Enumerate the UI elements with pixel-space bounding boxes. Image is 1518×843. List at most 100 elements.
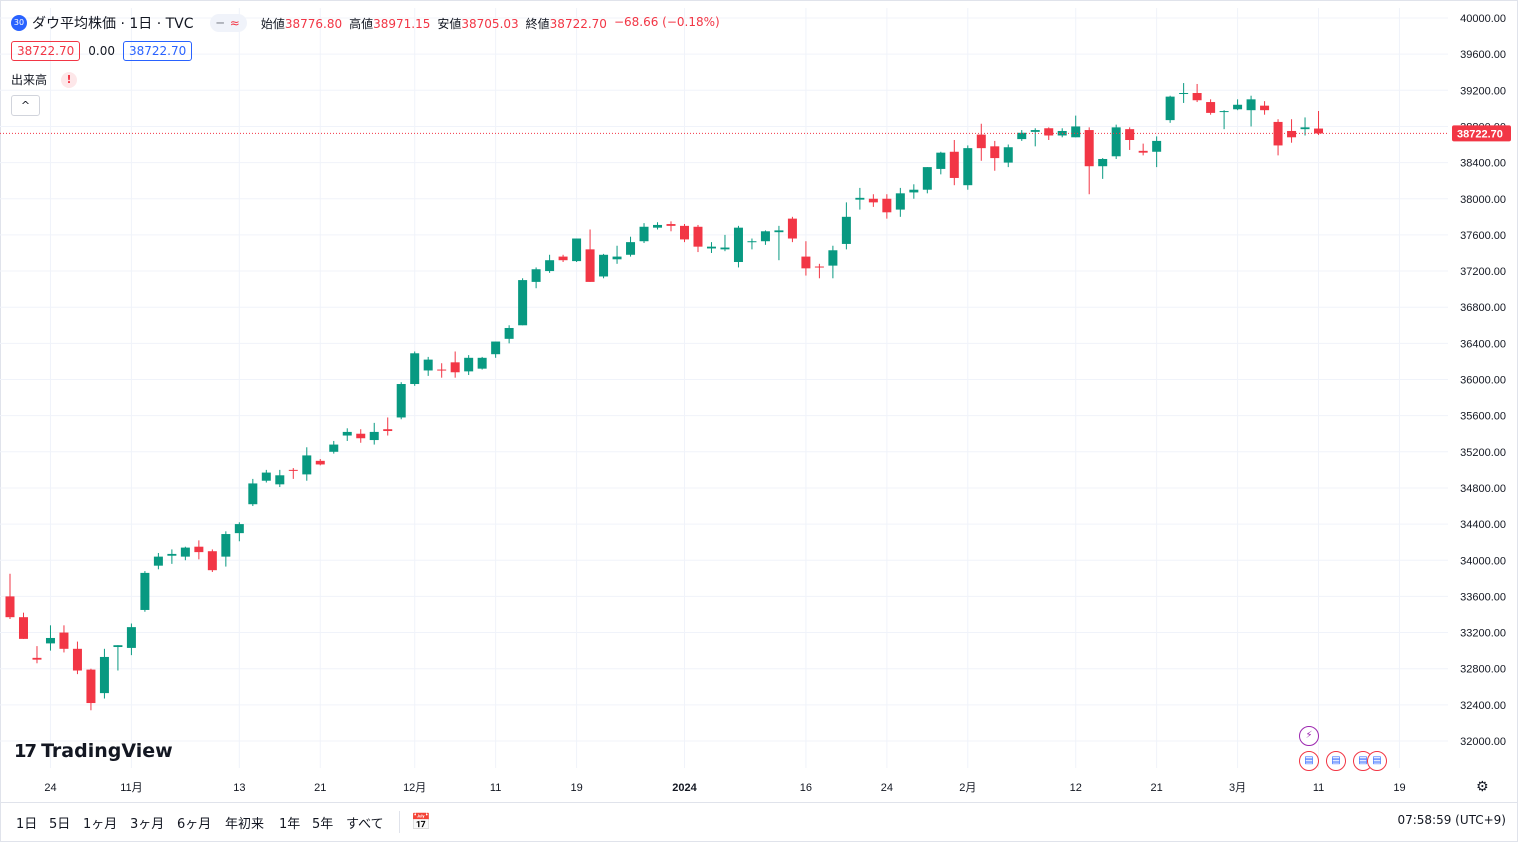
- candle-body: [5, 596, 15, 618]
- candle-body: [720, 247, 730, 250]
- time-tick-label: 2月: [959, 782, 976, 794]
- candle-body: [369, 431, 379, 441]
- candle-body: [1098, 158, 1108, 167]
- close-label: 終値: [525, 16, 550, 31]
- ask-button[interactable]: 38722.70: [122, 41, 193, 61]
- candlestick-chart[interactable]: 32000.00 32400.00 32800.00 33200.00 33600.00…: [0, 0, 1518, 800]
- candle-body: [396, 384, 406, 418]
- candle-body: [733, 227, 743, 263]
- time-tick-label: 16: [800, 782, 812, 794]
- candle-body: [599, 254, 609, 277]
- hide-icon[interactable]: ─: [216, 16, 224, 30]
- open-value: 38776.80: [284, 16, 343, 31]
- candle-body: [1044, 128, 1054, 136]
- price-tick-label: 33200.00: [1460, 628, 1506, 640]
- lightning-event-icon[interactable]: ⚡: [1299, 726, 1319, 746]
- candle-body: [760, 231, 770, 242]
- candle-body: [545, 260, 555, 272]
- candle-body: [774, 230, 784, 233]
- range-6m[interactable]: 6ヶ月: [177, 817, 212, 832]
- candle-body: [288, 469, 298, 471]
- time-tick-label: 21: [314, 782, 326, 794]
- range-1m[interactable]: 1ヶ月: [83, 817, 118, 832]
- price-tick-label: 32400.00: [1460, 700, 1506, 712]
- low-label: 安値: [437, 16, 462, 31]
- range-5y[interactable]: 5年: [312, 817, 334, 832]
- price-tick-label: 37200.00: [1460, 266, 1506, 278]
- high-label: 高値: [349, 16, 374, 31]
- high-value: 38971.15: [373, 16, 431, 31]
- candle-body: [1287, 130, 1297, 138]
- candle-body: [153, 556, 163, 566]
- toolbar-divider: [399, 811, 400, 833]
- candle-body: [1165, 96, 1175, 121]
- candle-body: [653, 224, 663, 228]
- price-tick-label: 38000.00: [1460, 194, 1506, 206]
- price-tick-label: 33600.00: [1460, 591, 1506, 603]
- time-tick-label: 19: [1393, 782, 1405, 794]
- candle-body: [882, 198, 892, 213]
- candle-body: [680, 225, 689, 240]
- candle-body: [747, 241, 757, 243]
- candle-body: [248, 483, 258, 505]
- candle-body: [99, 656, 109, 694]
- candle-body: [329, 444, 339, 452]
- candle-body: [383, 429, 393, 432]
- price-tick-label: 34800.00: [1460, 483, 1506, 495]
- range-5d[interactable]: 5日: [49, 817, 71, 832]
- candle-body: [1003, 147, 1013, 163]
- symbol-badge[interactable]: 30: [11, 15, 27, 31]
- us-flag-event-icon[interactable]: ▤: [1299, 751, 1319, 771]
- candle-body: [207, 551, 217, 571]
- symbol-title[interactable]: ダウ平均株価 · 1日 · TVC: [32, 16, 194, 32]
- tradingview-logo[interactable]: 17 TradingView: [14, 740, 173, 762]
- price-tick-label: 34400.00: [1460, 519, 1506, 531]
- candle-body: [167, 553, 177, 556]
- price-tick-label: 39600.00: [1460, 49, 1506, 61]
- candle-body: [113, 645, 123, 648]
- change-value: −68.66 (−0.18%): [613, 14, 720, 29]
- range-all[interactable]: すべて: [346, 817, 384, 832]
- candle-body: [315, 460, 325, 465]
- bid-button[interactable]: 38722.70: [11, 41, 81, 61]
- warning-icon[interactable]: !: [61, 71, 78, 88]
- range-ytd[interactable]: 年初来: [225, 817, 265, 832]
- chart-legend: 30 ダウ平均株価 · 1日 · TVC ─ ≈ 始値38776.80 高値38…: [11, 13, 720, 33]
- spread-value: 0.00: [88, 44, 115, 58]
- candle-body: [626, 242, 636, 255]
- grid-lines: [0, 8, 1448, 768]
- candle-body: [963, 148, 973, 186]
- time-tick-label: 19: [570, 782, 582, 794]
- candle-body: [1030, 130, 1040, 132]
- candle-body: [1125, 129, 1135, 141]
- candle-body: [585, 249, 595, 282]
- candle-body: [1260, 105, 1270, 111]
- price-tick-label: 34000.00: [1460, 555, 1506, 567]
- price-tick-label: 36000.00: [1460, 375, 1506, 387]
- settings-gear-icon[interactable]: ⚙: [1476, 779, 1489, 795]
- candle-body: [437, 369, 447, 371]
- volume-label[interactable]: 出来高: [11, 73, 48, 87]
- candle-body: [706, 246, 716, 249]
- candle-body: [693, 226, 703, 247]
- candle-body: [1084, 130, 1094, 167]
- time-tick-label: 2024: [672, 782, 697, 794]
- us-flag-event-icon[interactable]: ▤: [1367, 751, 1387, 771]
- price-tick-label: 37600.00: [1460, 230, 1506, 242]
- time-tick-label: 12: [1070, 782, 1082, 794]
- candles: [5, 83, 1324, 711]
- us-flag-event-icon[interactable]: ▤: [1326, 751, 1346, 771]
- range-3m[interactable]: 3ヶ月: [130, 817, 165, 832]
- compare-icon[interactable]: ≈: [229, 16, 240, 30]
- candle-body: [1138, 150, 1148, 153]
- legend-toggle-pill[interactable]: ─ ≈: [209, 14, 247, 32]
- ohlc-values: 始値38776.80 高値38971.15 安値38705.03 終値38722…: [261, 15, 720, 32]
- candle-body: [1300, 127, 1310, 130]
- candle-body: [1192, 93, 1202, 101]
- clock-time[interactable]: 07:58:59 (UTC+9): [1397, 813, 1506, 827]
- candle-body: [814, 266, 824, 268]
- calendar-goto-icon[interactable]: 📅: [411, 812, 431, 831]
- range-1d[interactable]: 1日: [16, 817, 38, 832]
- collapse-legend-button[interactable]: ^: [11, 95, 40, 116]
- range-1y[interactable]: 1年: [279, 817, 301, 832]
